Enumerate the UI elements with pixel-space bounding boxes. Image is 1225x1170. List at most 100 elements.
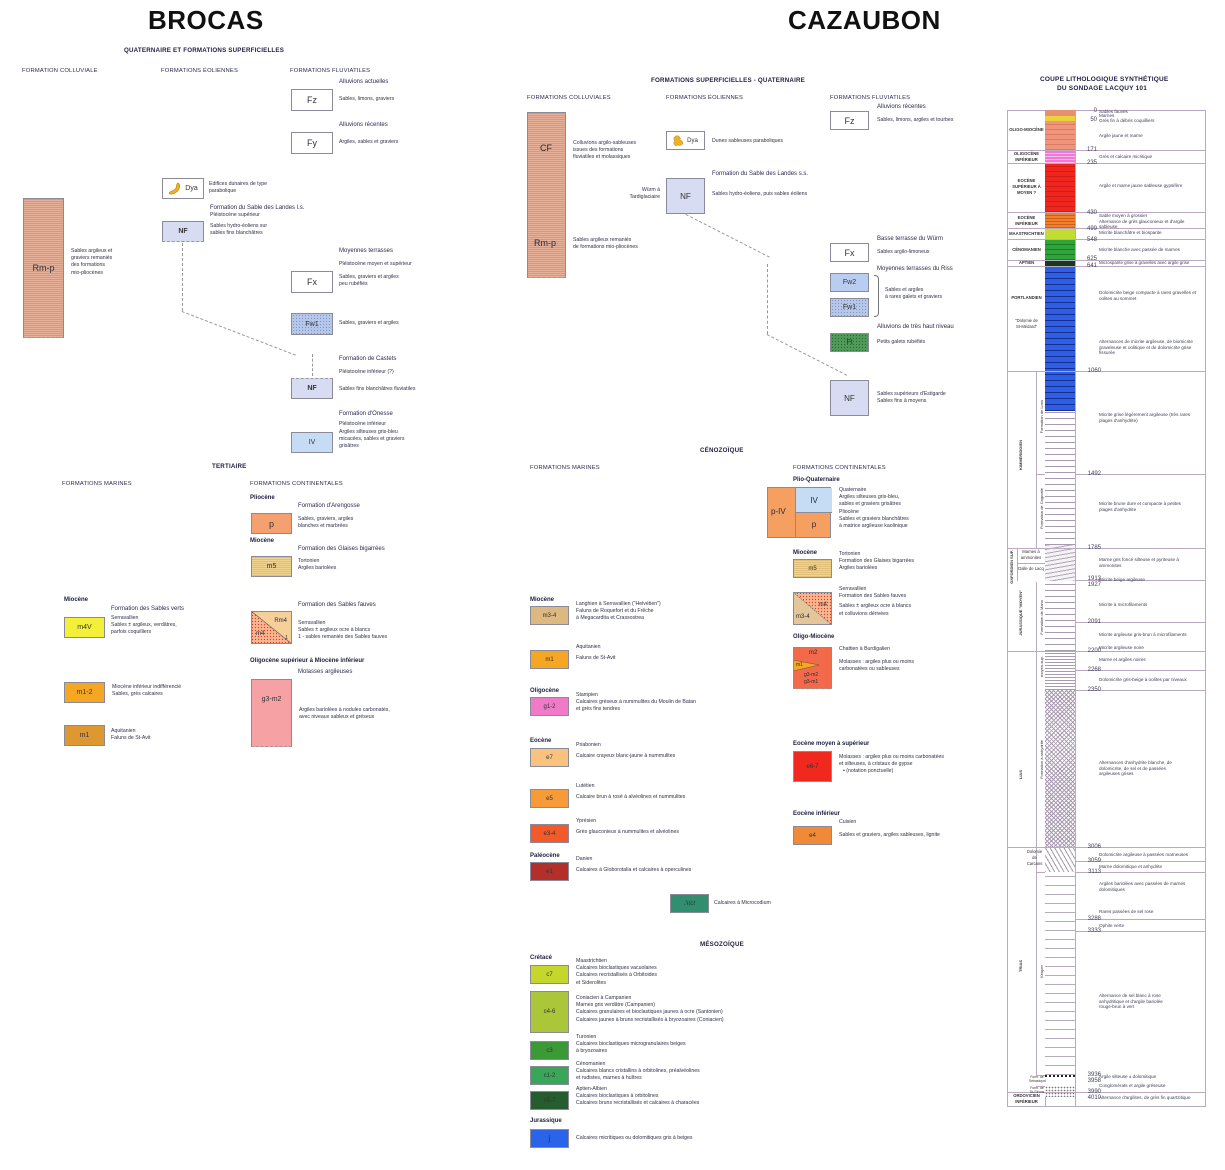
desc-line: issues des formations: [573, 147, 624, 154]
depth-label: 641: [1086, 263, 1097, 269]
desc-line: avec niveaux sableux et gréseux: [299, 714, 375, 721]
desc-line: fluviatiles et molassiques: [573, 154, 631, 161]
legend-swatch-c7: c7: [530, 965, 569, 984]
castets-age: Pléistocène inférieur (?): [339, 369, 394, 375]
swatch-code: m4V: [77, 624, 92, 631]
legend-swatch-c12: c1-2: [530, 1066, 569, 1085]
col-desc: Alternance de grès glauconieux et d'argi…: [1099, 219, 1185, 229]
depth-line: [1007, 239, 1206, 240]
legend-swatch-n57: n5-7: [530, 1091, 569, 1110]
desc-line: à bryozoaires: [576, 1048, 608, 1055]
desc-line: Würm à: [641, 187, 660, 193]
legend-desc-iv: Argiles silteuses gris-bleu micacées, sa…: [339, 429, 404, 451]
desc-line: Sables ± argileux ocre à blancs: [298, 627, 371, 634]
col-desc: Micrite grise légèrement argileuse (très…: [1099, 412, 1191, 423]
desc-line: à Megacardita et Crassostrea: [576, 615, 645, 622]
legend-desc-fz-caz: Sables, limons, argiles et tourbes: [877, 117, 954, 123]
swatch-code: c7: [546, 971, 553, 978]
legend-swatch-dya: Dya: [162, 178, 204, 199]
lith-dolomie-carcans: [1045, 848, 1075, 872]
legend-desc-m5: Tortonien Argiles bariolées: [298, 558, 336, 572]
depth-label: 625: [1086, 256, 1097, 262]
connector-line: [685, 214, 770, 258]
depth-label: 2091: [1087, 619, 1101, 625]
formation-dolomie-carcans: Dolomie de Carcans: [1026, 849, 1043, 866]
cazaubon-colluviales-heading: FORMATIONS COLLUVIALES: [527, 95, 611, 101]
formation-mano: Formation de Mano: [1039, 600, 1044, 635]
split-swatch-icon: [252, 612, 291, 643]
swatch-code: m5: [808, 565, 817, 572]
depth-label: 548: [1086, 237, 1097, 243]
caz-marines-heading: FORMATIONS MARINES: [530, 465, 600, 471]
desc-line: Sables et argiles: [885, 287, 924, 293]
legend-swatch-m5-caz: m5: [793, 559, 832, 578]
cazaubon-title: CAZAUBON: [788, 5, 941, 35]
col-desc: Dolomicrite beige compacte à rares grave…: [1099, 290, 1197, 301]
legend-swatch-m4v: m4V: [64, 617, 105, 638]
swatch-code: m1: [796, 662, 803, 668]
desc-line: Turonien: [576, 1034, 597, 1040]
desc-line: Colluvions argilo-sableuses: [573, 140, 637, 146]
depth-line: [1075, 872, 1206, 873]
desc-line: Calcaires gréseux à nummulites du Moulin…: [576, 699, 696, 706]
connector-line: [312, 354, 313, 376]
swatch-code: m2: [809, 650, 818, 656]
fy-title: Alluvions récentes: [339, 122, 388, 128]
brocas-quaternaire-heading: QUATERNAIRE ET FORMATIONS SUPERFICIELLES: [124, 47, 285, 54]
col-desc: Micrite argileuse noire: [1099, 645, 1144, 650]
coupe-title-2: DU SONDAGE LACQUY 101: [1057, 85, 1148, 92]
fz-title-caz: Alluvions récentes: [877, 104, 926, 110]
split-swatch-icon: [794, 593, 831, 624]
depth-label: 3333: [1087, 928, 1101, 934]
desc-line: peu rubéfiés: [339, 281, 368, 288]
legend-swatch-rmp: Rm-p: [23, 198, 64, 338]
col-desc: Dolomicrite gris-beige à oolites par niv…: [1099, 677, 1187, 682]
desc-line: et grès fins tendres: [576, 706, 621, 713]
cazaubon-quaternaire-heading: FORMATIONS SUPERFICIELLES - QUATERNAIRE: [651, 77, 806, 84]
desc-line: Calcaires blancs cristallins à orbitolin…: [576, 1068, 700, 1075]
dune-icon: [673, 135, 684, 146]
formation-lons: Formation de Lons: [1039, 400, 1044, 434]
lith-lias-anhydrite: [1045, 690, 1075, 848]
lith-eocene-sup: [1045, 163, 1075, 212]
depth-label: 2350: [1087, 687, 1101, 693]
mesozoique-heading: MÉSOZOÏQUE: [700, 941, 744, 948]
legend-swatch-fy: Fy: [291, 132, 333, 154]
legend-swatch-piv: IV p p-IV: [767, 487, 832, 538]
caz-miocene-label: Miocène: [530, 597, 555, 603]
formation-keuper: Keuper: [1039, 965, 1044, 978]
legend-swatch-nf: NF: [162, 221, 204, 242]
col-desc: Alternances de micrite argileuse, de bio…: [1099, 339, 1193, 355]
swatch-code: p: [268, 518, 274, 529]
legend-swatch-c46: c4-6: [530, 991, 569, 1033]
desc-line: Danien: [576, 856, 593, 862]
depth-line: [1007, 228, 1206, 229]
legend-desc-e4: Sables et graviers, argiles sableuses, l…: [839, 832, 940, 838]
col-desc: Alternance de sel blanc à rose anhydriti…: [1099, 993, 1163, 1009]
swatch-code: e1: [546, 868, 553, 875]
e4-stage: Cuisien: [839, 819, 857, 825]
legend-desc-e1: Danien Calcaires à Globorotalia et calca…: [576, 856, 691, 874]
col-desc: Marnes: [1099, 113, 1115, 118]
legend-desc-fz: Sables, limons, graviers: [339, 96, 395, 102]
legend-swatch-fw1: Fw1: [291, 313, 333, 335]
desc-line: et colluvions dérivées: [839, 610, 889, 617]
desc-line: Miocène inférieur indifférencié: [112, 684, 182, 690]
swatch-code: Fw1: [842, 304, 857, 311]
lith-lias-sup: [1045, 651, 1075, 690]
legend-desc-m34: Langhien à Serravallien ("Helvétien") Fa…: [576, 601, 661, 623]
desc-line: de formations mio-pliocènes: [573, 244, 638, 251]
lith-trias: [1045, 872, 1075, 1075]
desc-line: et silteuses, à cristaux de gypse: [839, 761, 913, 768]
swatch-code: m4: [256, 631, 265, 637]
lith-maastrichtien: [1045, 228, 1075, 239]
legend-desc-fw1: Sables, graviers et argiles: [339, 320, 399, 326]
col-desc: Grès et calcaire micritique: [1099, 154, 1153, 159]
swatch-code: Dya: [185, 185, 198, 192]
landes-title-caz: Formation du Sable des Landes s.s.: [712, 171, 809, 177]
brocas-eoliennes-heading: FORMATIONS ÉOLIENNES: [161, 68, 239, 74]
swatch-code: m5: [266, 563, 277, 570]
desc-line: 1 - sables remaniés des Sables fauves: [298, 634, 388, 641]
col-desc: Micrite beige argileuse: [1099, 577, 1145, 582]
swatch-code: m3-4: [542, 612, 557, 619]
